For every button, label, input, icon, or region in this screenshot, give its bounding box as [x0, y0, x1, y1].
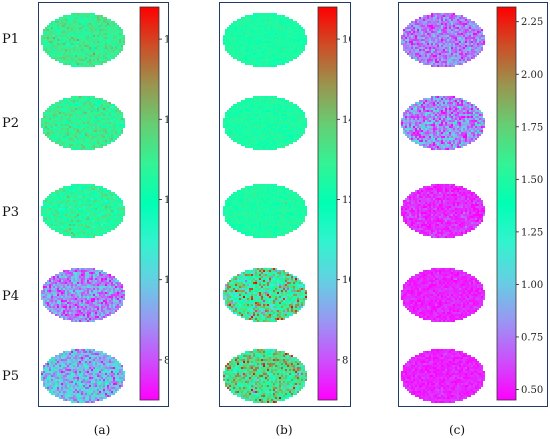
colorbar-tick-label-c-0: 0.50	[521, 385, 543, 396]
heatmap-a-p1	[41, 13, 125, 67]
colorbar-tick-label-c-1: 0.75	[521, 332, 543, 343]
colorbar-c	[496, 6, 517, 401]
heatmap-a-p3	[41, 184, 125, 238]
colorbar-tick-label-a-3: 14	[164, 115, 168, 126]
colorbar-tick-label-a-0: 8	[164, 355, 168, 366]
colorbar-a	[139, 6, 160, 401]
colorbar-tick-label-b-3: 14	[342, 115, 350, 126]
panel-b: 8 10 12 14 16	[219, 2, 355, 407]
heatmap-b-p4	[223, 268, 307, 322]
colorbar-tick-label-b-1: 10	[342, 275, 350, 286]
heatmap-b-p5	[223, 349, 307, 403]
heatmap-a-p4	[41, 268, 125, 322]
heatmap-a-p2	[41, 96, 125, 150]
panel-c: 0.50 0.75 1.00 1.25 1.50 1.75 2.00 2.25	[398, 2, 548, 407]
colorbar-tick-label-a-2: 12	[164, 195, 168, 206]
row-label-p2: P2	[2, 116, 20, 131]
colorbar-tick-label-b-4: 16	[342, 35, 350, 46]
colorbar-tick-label-c-4: 1.50	[521, 175, 543, 186]
heatmap-c-p5	[401, 349, 485, 403]
colorbar-tick-label-c-6: 2.00	[521, 70, 543, 81]
panel-caption-c: (c)	[448, 423, 466, 437]
panel-a: 8 10 12 14 16	[38, 2, 177, 407]
colorbar-b	[317, 6, 338, 401]
chart-b: 8 10 12 14 16	[223, 6, 355, 403]
colorbar-tick-label-b-2: 12	[342, 195, 350, 206]
row-label-p4: P4	[2, 289, 20, 304]
colorbar-tick-label-c-2: 1.00	[521, 280, 543, 291]
colorbar-tick-label-b-0: 8	[342, 355, 348, 366]
colorbar-tick-label-a-4: 16	[164, 35, 168, 46]
heatmap-c-p2	[401, 96, 485, 150]
row-label-p1: P1	[2, 32, 20, 47]
heatmap-c-p4	[401, 268, 485, 322]
panel-caption-a: (a)	[93, 423, 111, 437]
heatmap-c-p3	[401, 184, 485, 238]
heatmap-b-p2	[223, 96, 307, 150]
chart-a: 8 10 12 14 16	[41, 6, 177, 403]
panel-caption-b: (b)	[275, 423, 293, 437]
colorbar-tick-label-c-5: 1.75	[521, 122, 543, 133]
row-label-p3: P3	[2, 205, 20, 220]
colorbar-tick-label-c-7: 2.25	[521, 17, 543, 28]
chart-c: 0.50 0.75 1.00 1.25 1.50 1.75 2.00 2.25	[401, 6, 543, 403]
heatmap-c-p1	[401, 13, 485, 67]
heatmap-b-p1	[223, 13, 307, 67]
colorbar-tick-label-a-1: 10	[164, 275, 168, 286]
row-label-p5: P5	[2, 369, 20, 384]
colorbar-tick-label-c-3: 1.25	[521, 227, 543, 238]
heatmap-b-p3	[223, 184, 307, 238]
heatmap-a-p5	[41, 349, 125, 403]
